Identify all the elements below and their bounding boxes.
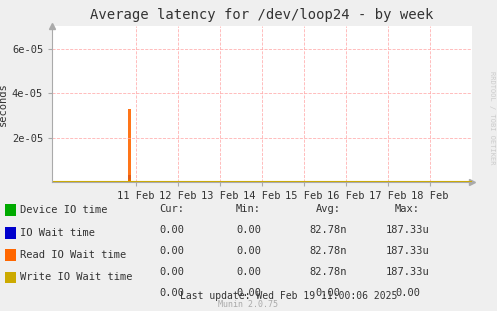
Text: 0.00: 0.00: [236, 288, 261, 298]
Text: 0.00: 0.00: [236, 246, 261, 256]
Y-axis label: seconds: seconds: [0, 82, 8, 126]
Title: Average latency for /dev/loop24 - by week: Average latency for /dev/loop24 - by wee…: [90, 8, 434, 22]
Text: 187.33u: 187.33u: [386, 225, 429, 235]
Text: Avg:: Avg:: [316, 204, 340, 214]
Text: Write IO Wait time: Write IO Wait time: [20, 272, 132, 282]
Text: 0.00: 0.00: [236, 225, 261, 235]
Text: Read IO Wait time: Read IO Wait time: [20, 250, 126, 260]
Text: 0.00: 0.00: [159, 267, 184, 277]
Text: Munin 2.0.75: Munin 2.0.75: [219, 299, 278, 309]
Text: 82.78n: 82.78n: [309, 246, 347, 256]
Text: IO Wait time: IO Wait time: [20, 228, 95, 238]
Text: RRDTOOL / TOBI OETIKER: RRDTOOL / TOBI OETIKER: [489, 72, 495, 165]
Text: 187.33u: 187.33u: [386, 267, 429, 277]
Text: 82.78n: 82.78n: [309, 267, 347, 277]
Text: 0.00: 0.00: [159, 246, 184, 256]
Text: Cur:: Cur:: [159, 204, 184, 214]
Text: Min:: Min:: [236, 204, 261, 214]
Text: 0.00: 0.00: [316, 288, 340, 298]
Text: 0.00: 0.00: [395, 288, 420, 298]
Text: Last update: Wed Feb 19 11:00:06 2025: Last update: Wed Feb 19 11:00:06 2025: [179, 291, 397, 301]
Text: 0.00: 0.00: [159, 225, 184, 235]
Text: Device IO time: Device IO time: [20, 205, 107, 215]
Text: 187.33u: 187.33u: [386, 246, 429, 256]
Text: 82.78n: 82.78n: [309, 225, 347, 235]
Text: Max:: Max:: [395, 204, 420, 214]
Text: 0.00: 0.00: [159, 288, 184, 298]
Text: 0.00: 0.00: [236, 267, 261, 277]
